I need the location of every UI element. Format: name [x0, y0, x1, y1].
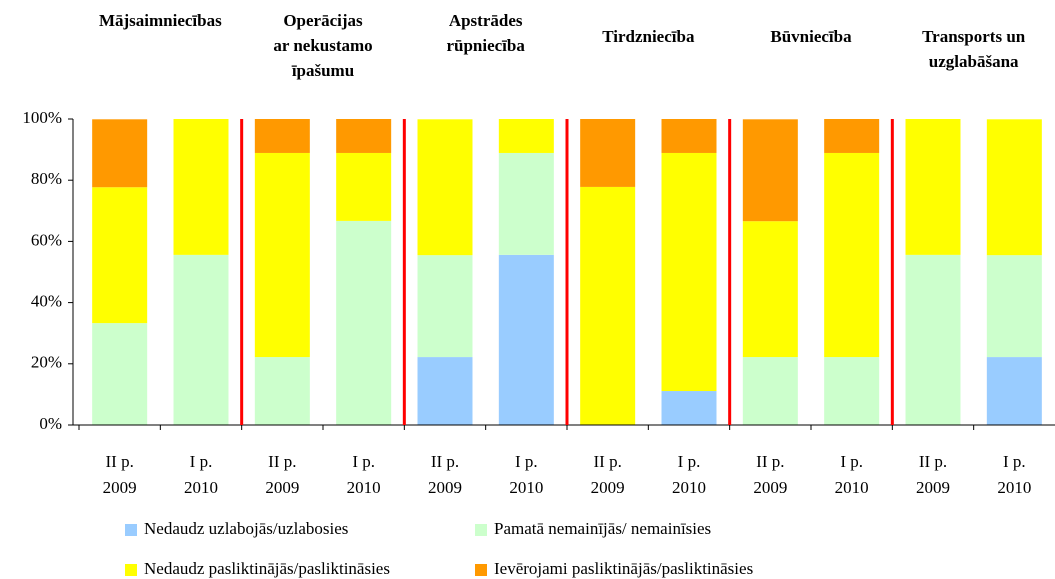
- x-tick-label: 2010: [997, 478, 1031, 497]
- bar-segment: [580, 186, 636, 425]
- bar-segment: [742, 221, 798, 358]
- x-tick-label: 2010: [347, 478, 381, 497]
- bar-segment: [417, 357, 473, 425]
- legend-label: Ievērojami pasliktinājās/pasliktināsies: [494, 559, 753, 578]
- bar-segment: [173, 254, 229, 425]
- legend-swatch: [125, 564, 137, 576]
- group-label: ar nekustamo: [273, 36, 372, 55]
- bar-segment: [336, 220, 392, 425]
- bar-segment: [498, 254, 554, 425]
- bar-segment: [986, 119, 1042, 256]
- x-tick-label: I p.: [515, 452, 538, 471]
- legend-label: Pamatā nemainījās/ nemainīsies: [494, 519, 711, 538]
- x-tick-label: 2009: [428, 478, 462, 497]
- y-tick-label: 40%: [31, 292, 62, 311]
- bar-segment: [498, 152, 554, 255]
- bar-segment: [986, 255, 1042, 358]
- y-tick-label: 80%: [31, 169, 62, 188]
- group-label: rūpniecība: [446, 36, 525, 55]
- bar-segment: [661, 391, 717, 425]
- bar-segment: [336, 152, 392, 221]
- bar-segment: [742, 119, 798, 222]
- x-tick-label: 2009: [591, 478, 625, 497]
- bar-segment: [417, 119, 473, 256]
- group-label: Operācijas: [283, 11, 363, 30]
- x-tick-label: 2010: [835, 478, 869, 497]
- bar-segment: [824, 357, 880, 425]
- x-tick-label: 2010: [184, 478, 218, 497]
- x-tick-label: I p.: [1003, 452, 1026, 471]
- x-tick-label: II p.: [756, 452, 784, 471]
- x-tick-label: I p.: [840, 452, 863, 471]
- legend-label: Nedaudz uzlabojās/uzlabosies: [144, 519, 348, 538]
- bar-segment: [92, 187, 148, 324]
- bar-segment: [336, 119, 392, 153]
- x-tick-label: II p.: [594, 452, 622, 471]
- legend-label: Nedaudz pasliktinājās/pasliktināsies: [144, 559, 390, 578]
- bar-segment: [580, 119, 636, 187]
- group-label: Būvniecība: [770, 27, 852, 46]
- x-tick-label: I p.: [678, 452, 701, 471]
- legend-swatch: [475, 564, 487, 576]
- bar-segment: [173, 119, 229, 255]
- y-tick-label: 20%: [31, 353, 62, 372]
- bar-segment: [254, 357, 310, 425]
- x-tick-label: 2009: [753, 478, 787, 497]
- group-label: Apstrādes: [449, 11, 523, 30]
- x-tick-label: II p.: [268, 452, 296, 471]
- bar-segment: [417, 255, 473, 358]
- bar-segment: [254, 119, 310, 153]
- x-tick-label: II p.: [431, 452, 459, 471]
- bar-segment: [661, 119, 717, 153]
- bar-segment: [905, 119, 961, 255]
- group-label: uzglabāšana: [929, 52, 1019, 71]
- bar-segment: [92, 119, 148, 188]
- bar-segment: [824, 152, 880, 358]
- bar-segment: [254, 152, 310, 358]
- group-label: Mājsaimniecības: [99, 11, 222, 30]
- x-tick-label: I p.: [352, 452, 375, 471]
- bar-segment: [986, 357, 1042, 425]
- x-tick-label: 2009: [265, 478, 299, 497]
- y-tick-label: 60%: [31, 230, 62, 249]
- x-tick-label: II p.: [106, 452, 134, 471]
- y-tick-label: 0%: [39, 414, 62, 433]
- x-tick-label: 2010: [509, 478, 543, 497]
- y-tick-label: 100%: [22, 108, 62, 127]
- x-tick-label: 2009: [103, 478, 137, 497]
- group-label: Transports un: [922, 27, 1026, 46]
- bar-segment: [661, 152, 717, 392]
- bar-segment: [742, 357, 798, 425]
- x-tick-label: 2010: [672, 478, 706, 497]
- x-tick-label: I p.: [190, 452, 213, 471]
- x-tick-label: II p.: [919, 452, 947, 471]
- x-tick-label: 2009: [916, 478, 950, 497]
- legend-swatch: [125, 524, 137, 536]
- group-label: Tirdzniecība: [602, 27, 695, 46]
- bar-segment: [498, 119, 554, 153]
- legend-swatch: [475, 524, 487, 536]
- group-label: īpašumu: [291, 61, 354, 80]
- bar-segment: [905, 254, 961, 425]
- bar-segment: [824, 119, 880, 153]
- bar-segment: [92, 323, 148, 425]
